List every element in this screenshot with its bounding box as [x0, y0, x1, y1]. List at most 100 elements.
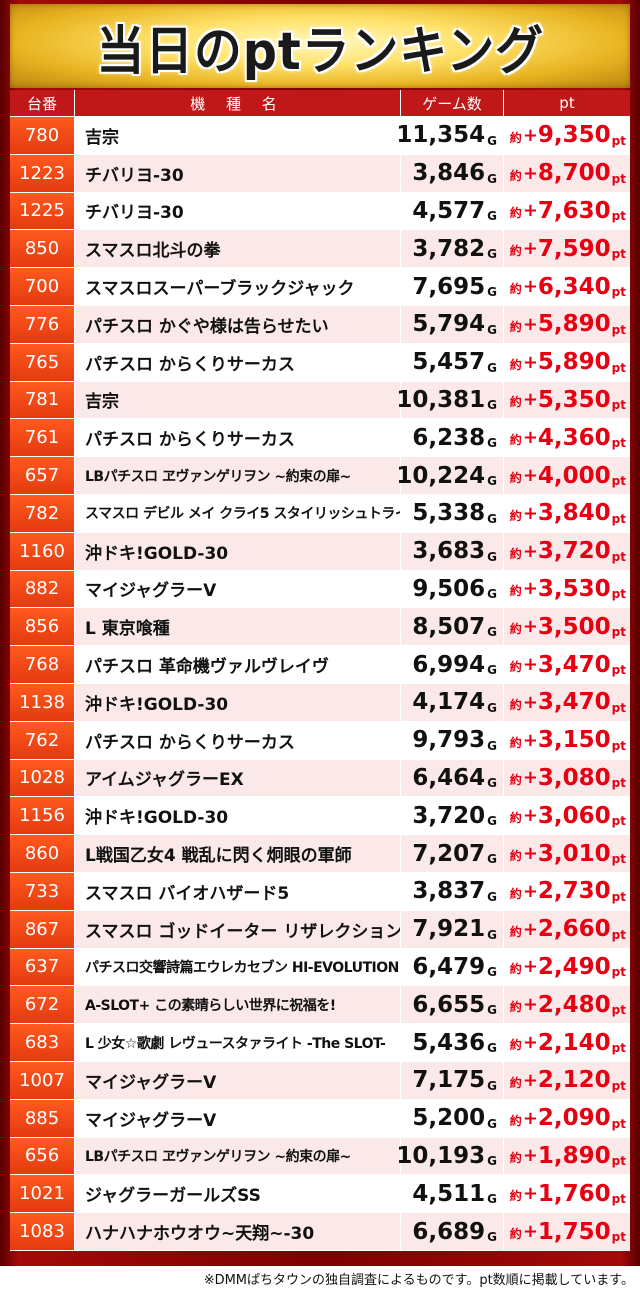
table-row: 1223 チバリヨ-30 3,846 G 約 +8,700 pt: [10, 154, 630, 193]
points-unit: pt: [611, 209, 626, 224]
game-unit: G: [487, 549, 497, 564]
points-value: 3,720: [537, 538, 611, 565]
points-approx-prefix: 約: [509, 168, 522, 183]
points-unit: pt: [611, 927, 626, 942]
points-value: 3,150: [537, 727, 611, 754]
points-cell: 約 +1,890 pt: [503, 1137, 630, 1175]
points-sign: +: [522, 502, 538, 524]
game-unit: G: [487, 927, 497, 942]
game-count: 5,200: [412, 1105, 486, 1132]
machine-number: 761: [10, 419, 74, 457]
game-count-cell: 10,381 G: [396, 381, 503, 419]
game-unit: G: [487, 1229, 497, 1244]
game-count-cell: 3,720 G: [400, 797, 503, 835]
machine-name: スマスロ ゴッドイーター リザレクション: [74, 910, 400, 948]
table-row: 860 L戦国乙女4 戦乱に閃く炯眼の軍師 7,207 G 約 +3,010 pt: [10, 835, 630, 873]
game-count-cell: 6,464 G: [400, 759, 503, 797]
machine-name: 沖ドキ!GOLD-30: [74, 797, 400, 835]
machine-number: 1156: [10, 797, 74, 835]
points-unit: pt: [611, 625, 626, 640]
points-sign: +: [522, 389, 538, 411]
page-title: 当日のptランキング: [96, 21, 544, 82]
game-count-cell: 4,174 G: [400, 683, 503, 721]
points-value: 5,350: [537, 386, 611, 413]
table-row: 657 LBパチスロ ヱヴァンゲリヲン ~約束の扉~ 10,224 G 約 +4,000 p…: [10, 457, 630, 495]
points-sign: +: [522, 124, 538, 146]
points-value: 1,760: [537, 1180, 611, 1207]
game-count-cell: 10,224 G: [396, 457, 503, 494]
game-count-cell: 6,655 G: [400, 986, 503, 1024]
machine-number: 1160: [10, 532, 74, 570]
machine-name: マイジャグラーV: [74, 1061, 400, 1099]
game-count-cell: 3,837 G: [400, 872, 503, 910]
points-unit: pt: [611, 436, 626, 451]
table-row: 1160 沖ドキ!GOLD-30 3,683 G 約 +3,720 pt: [10, 532, 630, 571]
game-count: 4,577: [412, 197, 486, 224]
game-count: 6,238: [412, 424, 486, 451]
points-sign: +: [522, 767, 538, 789]
points-unit: pt: [611, 1154, 626, 1169]
points-unit: pt: [611, 700, 626, 715]
table-row: 656 LBパチスロ ヱヴァンゲリヲン ~約束の扉~ 10,193 G 約 +1,890 p…: [10, 1137, 630, 1176]
machine-number: 762: [10, 721, 74, 759]
points-sign: +: [522, 880, 538, 902]
points-approx-prefix: 約: [509, 735, 522, 750]
points-unit: pt: [611, 814, 626, 829]
game-count-cell: 6,238 G: [400, 419, 503, 457]
machine-name: L戦国乙女4 戦乱に閃く炯眼の軍師: [74, 835, 400, 872]
points-value: 3,530: [537, 575, 611, 602]
game-count-cell: 5,436 G: [400, 1024, 503, 1061]
game-count: 10,381: [396, 386, 486, 413]
table-row: 781 吉宗 10,381 G 約 +5,350 pt: [10, 381, 630, 420]
game-count: 7,207: [412, 840, 486, 867]
machine-name: パチスロ かぐや様は告らせたい: [74, 305, 400, 343]
points-sign: +: [522, 691, 538, 713]
points-cell: 約 +2,660 pt: [503, 910, 630, 948]
machine-number: 637: [10, 948, 74, 986]
points-sign: +: [522, 465, 538, 487]
table-row: 672 A-SLOT+ この素晴らしい世界に祝福を! 6,655 G 約 +2,480 pt: [10, 986, 630, 1025]
points-value: 2,660: [537, 916, 611, 943]
points-unit: pt: [611, 511, 626, 526]
points-approx-prefix: 約: [509, 470, 522, 485]
points-value: 3,500: [537, 613, 611, 640]
points-value: 3,470: [537, 689, 611, 716]
points-value: 1,750: [537, 1218, 611, 1245]
table-row: 761 パチスロ からくりサーカス 6,238 G 約 +4,360 pt: [10, 419, 630, 458]
points-cell: 約 +5,350 pt: [503, 381, 630, 419]
points-cell: 約 +3,720 pt: [503, 532, 630, 570]
machine-name: ハナハナホウオウ~天翔~-30: [74, 1213, 400, 1250]
game-count-cell: 5,794 G: [400, 305, 503, 343]
points-unit: pt: [611, 851, 626, 866]
game-count-cell: 7,695 G: [400, 268, 503, 305]
game-count-cell: 3,782 G: [400, 230, 503, 268]
table-row: 1028 アイムジャグラーEX 6,464 G 約 +3,080 pt: [10, 759, 630, 798]
points-approx-prefix: 約: [509, 584, 522, 599]
points-sign: +: [522, 1221, 538, 1242]
machine-number: 1021: [10, 1175, 74, 1213]
points-sign: +: [522, 1069, 538, 1091]
table-row: 867 スマスロ ゴッドイーター リザレクション 7,921 G 約 +2,660 pt: [10, 910, 630, 949]
machine-number: 765: [10, 343, 74, 381]
machine-number: 850: [10, 230, 74, 268]
game-count: 9,793: [412, 727, 486, 754]
table-row: 1021 ジャグラーガールズSS 4,511 G 約 +1,760 pt: [10, 1175, 630, 1214]
points-approx-prefix: 約: [509, 508, 522, 523]
points-sign: +: [522, 200, 538, 222]
machine-number: 780: [10, 117, 74, 154]
points-sign: +: [522, 238, 538, 260]
game-count: 6,479: [412, 953, 486, 980]
game-count: 7,695: [412, 273, 486, 300]
points-value: 3,470: [537, 651, 611, 678]
game-unit: G: [487, 625, 497, 640]
game-count-cell: 9,793 G: [400, 721, 503, 759]
points-approx-prefix: 約: [509, 1113, 522, 1128]
ranking-table: 台番 機 種 名 ゲーム数 pt 780 吉宗 11,354 G 約 +9,350 pt 12…: [10, 90, 630, 1251]
game-count: 6,655: [412, 991, 486, 1018]
game-count: 3,782: [412, 235, 486, 262]
points-value: 4,360: [537, 424, 611, 451]
game-count: 4,511: [412, 1180, 486, 1207]
points-approx-prefix: 約: [509, 659, 522, 674]
points-cell: 約 +5,890 pt: [503, 305, 630, 343]
points-value: 2,730: [537, 878, 611, 905]
